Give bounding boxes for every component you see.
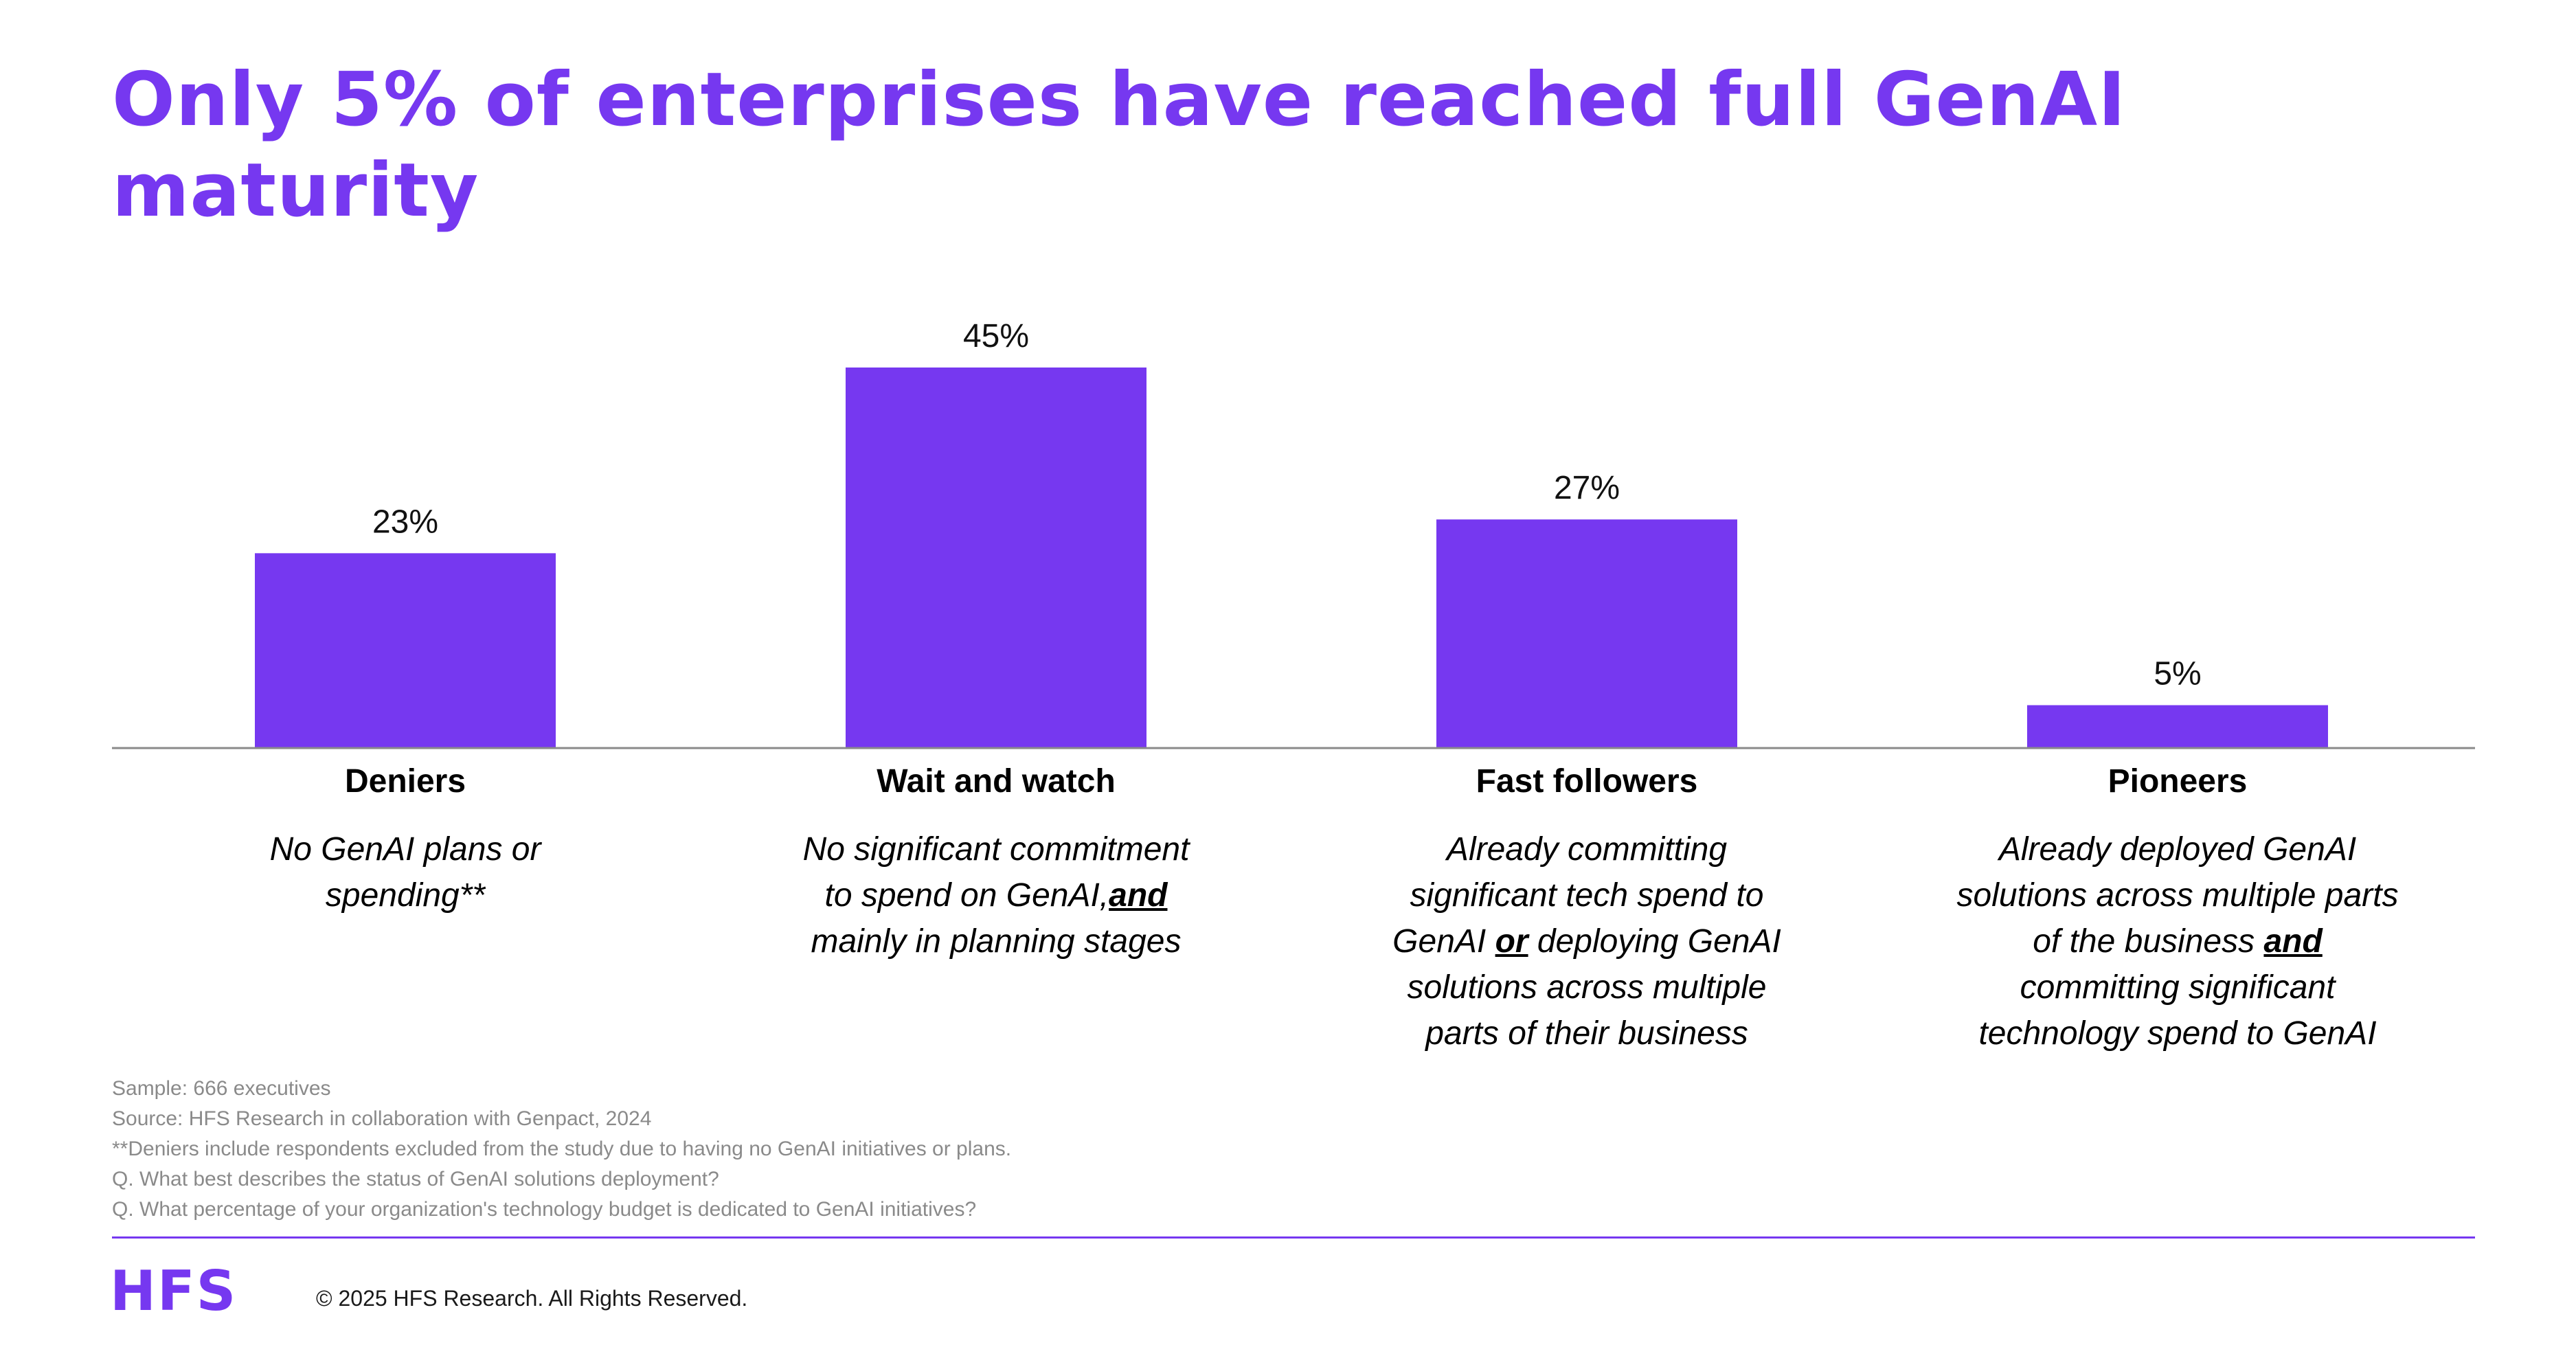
copyright-text: © 2025 HFS Research. All Rights Reserved… (316, 1286, 748, 1311)
category-label: Wait and watch (877, 763, 1116, 800)
description-line: mainly in planning stages (811, 923, 1182, 960)
data-label: 5% (2154, 656, 2201, 692)
data-label: 23% (372, 504, 438, 540)
bar-chart: 23% 45% 27% 5% (112, 318, 2475, 749)
description-line: solutions across multiple (1407, 969, 1767, 1006)
category-description: Already deployed GenAI solutions across m… (1882, 826, 2473, 1056)
category-label: Fast followers (1476, 763, 1698, 800)
bar-fast-followers (1436, 519, 1737, 747)
description-line: to spend on GenAI,and (824, 877, 1168, 914)
category-description: No significant commitment to spend on Gen… (701, 826, 1291, 964)
description-line: solutions across multiple parts (1956, 877, 2399, 914)
category-label: Deniers (344, 763, 466, 800)
description-line: No GenAI plans or (269, 831, 541, 868)
bar-wait-and-watch (846, 368, 1146, 747)
description-line: Already committing (1446, 831, 1728, 868)
category-label: Pioneers (2108, 763, 2248, 800)
note-sample: Sample: 666 executives (112, 1077, 331, 1100)
footnotes: Sample: 666 executives Source: HFS Resea… (112, 1074, 1011, 1225)
description-line: GenAI or deploying GenAI (1392, 923, 1781, 960)
description-line: significant tech spend to (1410, 877, 1764, 914)
note-question-1: Q. What best describes the status of Gen… (112, 1168, 719, 1190)
footer-divider (112, 1236, 2475, 1239)
hfs-logo: HFS (110, 1259, 238, 1323)
description-line: technology spend to GenAI (1978, 1015, 2377, 1052)
note-question-2: Q. What percentage of your organization'… (112, 1198, 977, 1221)
bar-pioneers (2027, 705, 2328, 747)
description-line: committing significant (2020, 969, 2336, 1006)
bar-deniers (255, 553, 556, 747)
description-line: of the business and (2033, 923, 2323, 960)
description-line: No significant commitment (802, 831, 1190, 868)
data-label: 45% (963, 318, 1029, 354)
note-source: Source: HFS Research in collaboration wi… (112, 1107, 652, 1130)
description-line: spending** (325, 877, 486, 914)
category-description: No GenAI plans or spending** (110, 826, 701, 918)
description-line: parts of their business (1425, 1015, 1748, 1052)
data-label: 27% (1554, 470, 1620, 506)
description-line: Already deployed GenAI (1998, 831, 2357, 868)
category-description: Already committing significant tech spend… (1291, 826, 1882, 1056)
page-title: Only 5% of enterprises have reached full… (112, 57, 2127, 234)
note-deniers: **Deniers include respondents excluded f… (112, 1138, 1012, 1160)
